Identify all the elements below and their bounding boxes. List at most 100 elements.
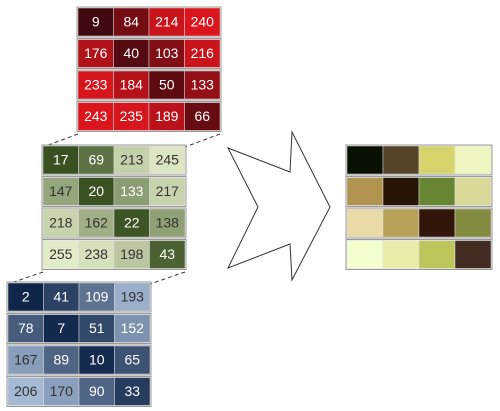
cell (149, 145, 186, 175)
cell-value: 213 (120, 152, 144, 168)
result-pixel (382, 208, 420, 238)
cell (148, 70, 185, 100)
cell-value: 41 (53, 289, 69, 305)
cell (77, 7, 114, 37)
cell (114, 377, 151, 406)
cell-value: 138 (156, 215, 180, 231)
row-frame (6, 344, 152, 376)
cell-value: 103 (155, 45, 179, 61)
cell (78, 314, 115, 343)
cell-value: 243 (84, 108, 108, 124)
cell-value: 22 (124, 215, 140, 231)
cell-value: 84 (123, 14, 139, 30)
cell (43, 314, 80, 343)
row-frame (76, 69, 222, 101)
cell-value: 214 (155, 14, 179, 30)
cell-value: 10 (89, 352, 105, 368)
cell (113, 145, 150, 175)
cell-value: 176 (84, 45, 108, 61)
cell-value: 189 (155, 108, 179, 124)
result-pixel (418, 145, 456, 175)
cell-value: 245 (156, 152, 180, 168)
cell (149, 177, 186, 206)
result-pixel (382, 177, 420, 206)
cell-value: 255 (49, 246, 73, 262)
result-pixel (382, 145, 420, 175)
cell-value: 217 (156, 183, 180, 199)
cell (43, 345, 80, 375)
cell-value: 69 (88, 152, 104, 168)
row-frame (345, 239, 493, 270)
cell (77, 102, 114, 131)
row-frame (345, 207, 493, 239)
row-frame (76, 38, 222, 69)
cell-value: 184 (120, 77, 144, 93)
cell-value: 198 (120, 246, 144, 262)
cell-value: 2 (22, 289, 30, 305)
cell-value: 65 (124, 352, 140, 368)
cell-value: 66 (194, 108, 210, 124)
result-pixel (346, 145, 384, 175)
cell-value: 162 (85, 215, 109, 231)
row-frame (6, 313, 152, 344)
row-frame (41, 144, 187, 176)
cell-value: 40 (123, 45, 139, 61)
connector (184, 133, 221, 148)
cell-value: 20 (88, 183, 104, 199)
cell-value: 17 (53, 152, 69, 168)
cell-value: 43 (159, 246, 175, 262)
result-pixel (382, 240, 420, 269)
cell-value: 233 (84, 77, 108, 93)
cell (113, 240, 150, 269)
row-frame (345, 176, 493, 207)
cell-value: 235 (120, 108, 144, 124)
cell (78, 145, 115, 175)
cell-value: 133 (120, 183, 144, 199)
cell (78, 177, 115, 206)
result-pixel (418, 208, 456, 238)
cell (78, 240, 115, 269)
cell-value: 240 (191, 14, 215, 30)
result-pixel (346, 177, 384, 206)
cell (7, 282, 44, 312)
cell (113, 70, 150, 100)
cell (113, 39, 150, 68)
row-frame (6, 281, 152, 313)
cell-value: 109 (85, 289, 109, 305)
cell-value: 133 (191, 77, 215, 93)
cell-value: 90 (89, 383, 105, 399)
cell (42, 177, 79, 206)
cell-value: 147 (49, 183, 73, 199)
result-pixel (418, 177, 456, 206)
cell (184, 7, 221, 37)
result-pixel (454, 177, 492, 206)
row-frame (345, 144, 493, 176)
cell (7, 345, 44, 375)
cell (7, 377, 44, 406)
row-frame (41, 239, 187, 270)
result-pixel (418, 240, 456, 269)
row-frame (76, 101, 222, 132)
cell-value: 152 (121, 320, 145, 336)
cell-value: 9 (92, 14, 100, 30)
cell (77, 39, 114, 68)
cell (149, 240, 186, 269)
cell-value: 7 (57, 320, 65, 336)
row-frame (6, 376, 152, 407)
cell (148, 7, 185, 37)
cell-value: 218 (49, 215, 73, 231)
cell-value: 50 (159, 77, 175, 93)
row-frame (76, 6, 222, 38)
row-frame (41, 176, 187, 207)
cell (114, 314, 151, 343)
cell-value: 216 (191, 45, 215, 61)
cell (78, 345, 115, 375)
cell (114, 282, 151, 312)
cell-value: 167 (14, 352, 38, 368)
cell (184, 39, 221, 68)
cell (149, 208, 186, 238)
result-pixel (454, 208, 492, 238)
cell (78, 282, 115, 312)
arrow (226, 130, 331, 282)
